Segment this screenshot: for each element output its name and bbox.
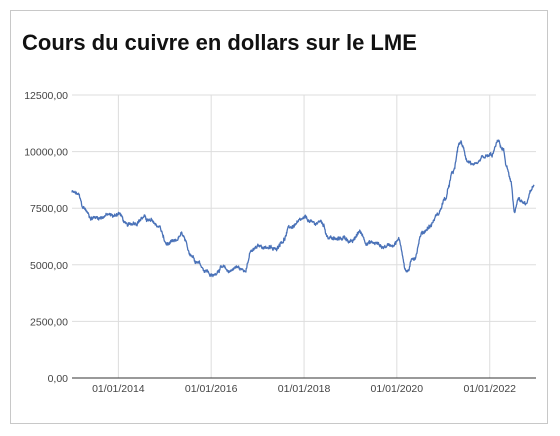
y-tick-label: 7500,00 <box>30 203 68 215</box>
x-tick-label: 01/01/2016 <box>185 383 238 395</box>
x-tick-label: 01/01/2020 <box>371 383 424 395</box>
y-tick-label: 2500,00 <box>30 316 68 328</box>
y-tick-label: 0,00 <box>48 373 69 385</box>
chart-title: Cours du cuivre en dollars sur le LME <box>22 30 417 55</box>
price-series-line <box>71 139 535 278</box>
y-tick-label: 10000,00 <box>24 147 68 159</box>
x-tick-label: 01/01/2018 <box>278 383 331 395</box>
y-tick-label: 5000,00 <box>30 260 68 272</box>
x-tick-label: 01/01/2022 <box>463 383 516 395</box>
y-tick-label: 12500,00 <box>24 90 68 102</box>
x-tick-label: 01/01/2014 <box>92 383 145 395</box>
